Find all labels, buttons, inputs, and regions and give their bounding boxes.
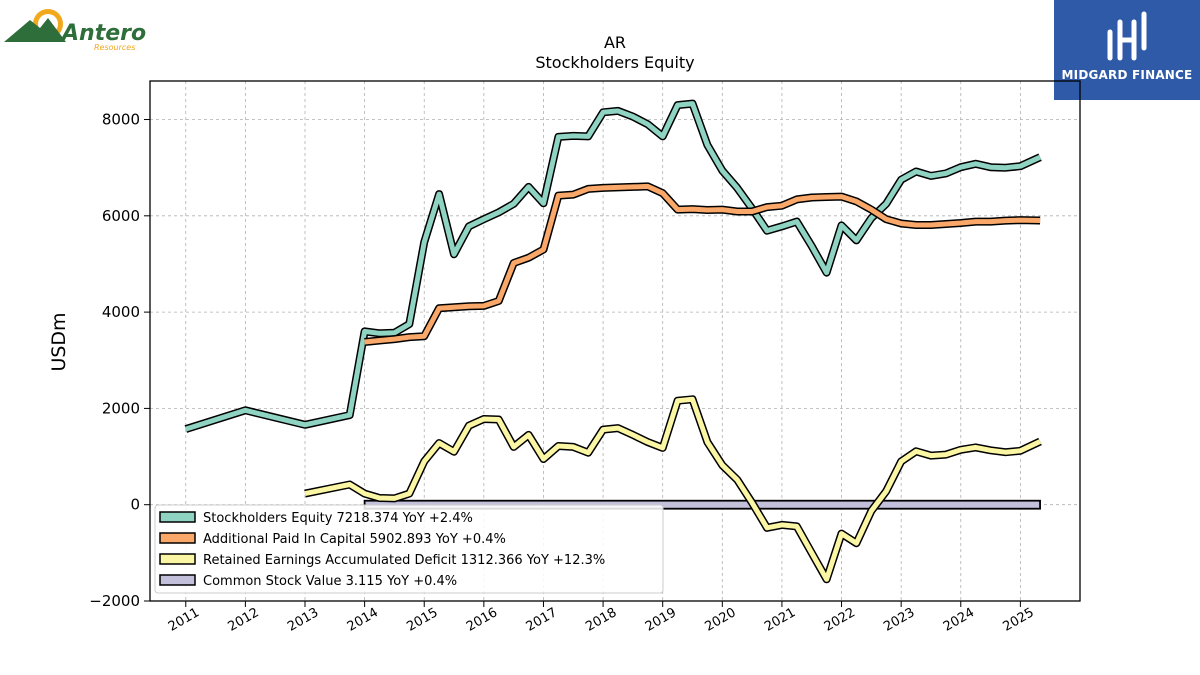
x-tick-label: 2024 [941, 605, 977, 635]
legend-label: Common Stock Value 3.115 YoY +0.4% [203, 574, 457, 589]
plot-frame [149, 80, 1081, 602]
series-additional-paid-in-capital [364, 182, 1041, 346]
series-stockholders-equity [184, 99, 1042, 433]
x-tick-label: 2021 [762, 605, 798, 635]
legend-label: Additional Paid In Capital 5902.893 YoY … [203, 532, 506, 547]
y-axis-ticks: −2000 0 2000 4000 6000 8000 [89, 111, 150, 610]
x-tick-label: 2023 [881, 605, 917, 635]
x-tick-label: 2014 [345, 605, 381, 635]
y-tick-label: 6000 [102, 207, 140, 225]
chart-title: AR [604, 33, 626, 52]
legend-label: Retained Earnings Accumulated Deficit 13… [203, 553, 605, 568]
logo-subtitle: Resources [94, 43, 135, 52]
legend-label: Stockholders Equity 7218.374 YoY +2.4% [203, 511, 473, 526]
legend: Stockholders Equity 7218.374 YoY +2.4% Ad… [154, 504, 664, 594]
x-tick-label: 2022 [822, 605, 858, 635]
x-tick-label: 2016 [464, 605, 500, 635]
series-line [185, 101, 1042, 432]
antero-logo: Antero Resources [4, 4, 154, 54]
x-tick-label: 2018 [583, 605, 619, 635]
series-line [304, 396, 1042, 582]
x-tick-label: 2020 [702, 605, 738, 635]
chart-subtitle: Stockholders Equity [535, 53, 694, 72]
x-tick-label: 2013 [285, 605, 321, 635]
midgard-brand-name: MIDGARD FINANCE [1061, 68, 1193, 82]
legend-swatch [159, 532, 196, 544]
x-tick-label: 2025 [1001, 605, 1037, 635]
y-tick-label: −2000 [89, 592, 140, 610]
x-tick-label: 2017 [524, 605, 560, 635]
y-axis-label: USDm [48, 312, 70, 371]
y-tick-label: 2000 [102, 399, 140, 417]
x-tick-label: 2019 [643, 605, 679, 635]
x-axis-ticks: 2011 2012 2013 2014 2015 2016 2017 2018 2019 2020… [166, 601, 1037, 635]
legend-swatch [159, 553, 196, 565]
legend-swatch [159, 574, 196, 586]
y-tick-label: 0 [130, 496, 140, 514]
midgard-emblem [1107, 11, 1147, 61]
legend-swatch [159, 511, 196, 523]
series-retained-earnings-accumulated-deficit [304, 395, 1042, 584]
logo-company: Antero [60, 21, 146, 46]
series-line [364, 183, 1041, 345]
x-tick-label: 2015 [404, 605, 440, 635]
x-tick-label: 2012 [226, 605, 262, 635]
logo-mountain [4, 18, 66, 42]
y-tick-label: 4000 [102, 303, 140, 321]
series-outline [184, 99, 1042, 433]
series-layer [184, 99, 1042, 584]
legend-box [154, 504, 664, 594]
midgard-logo: MIDGARD FINANCE [1054, 0, 1200, 100]
x-tick-label: 2011 [166, 605, 202, 635]
y-tick-label: 8000 [102, 111, 140, 129]
